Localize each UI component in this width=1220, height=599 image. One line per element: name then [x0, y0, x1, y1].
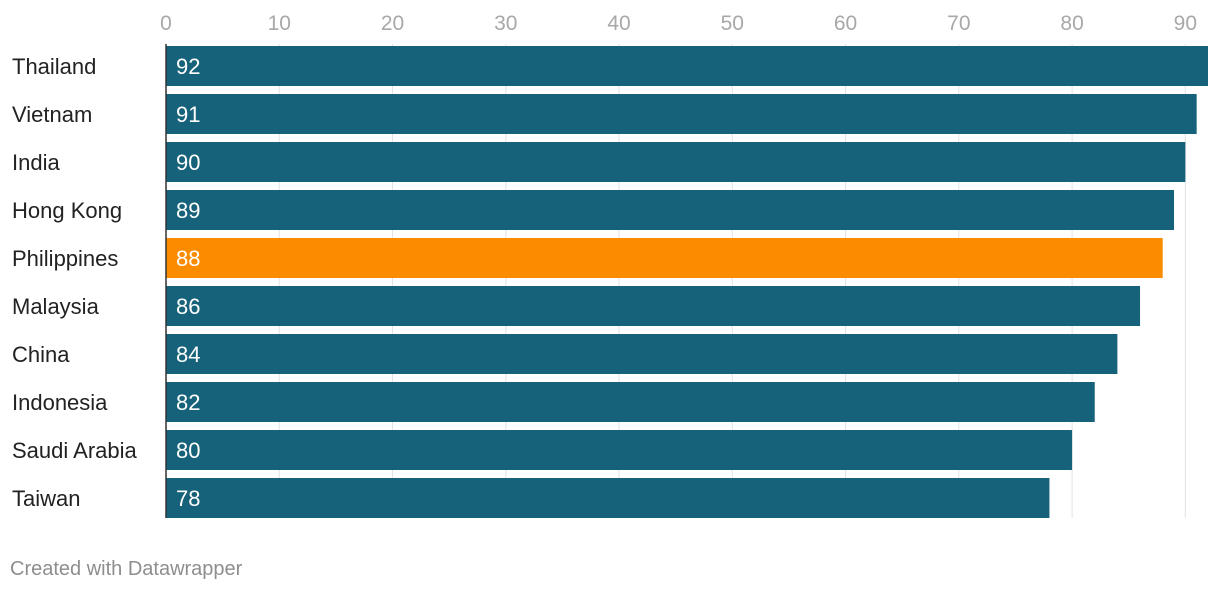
value-label-china: 84	[176, 342, 200, 367]
bar-layer: 92 91 90 89 88 86 84 82 80 78	[166, 46, 1208, 518]
x-tick-label-60: 60	[834, 12, 857, 35]
bar-thailand	[166, 46, 1208, 86]
value-label-vietnam: 91	[176, 102, 200, 127]
x-tick-label-0: 0	[160, 12, 172, 35]
bar-vietnam	[166, 94, 1197, 134]
value-label-indonesia: 82	[176, 390, 200, 415]
bar-china	[166, 334, 1118, 374]
category-label-saudi-arabia: Saudi Arabia	[12, 438, 138, 463]
category-label-vietnam: Vietnam	[12, 102, 92, 127]
x-tick-label-50: 50	[721, 12, 744, 35]
category-label-malaysia: Malaysia	[12, 294, 100, 319]
value-label-malaysia: 86	[176, 294, 200, 319]
x-tick-label-20: 20	[381, 12, 404, 35]
category-label-thailand: Thailand	[12, 54, 96, 79]
footer-credit: Created with Datawrapper	[10, 558, 243, 580]
category-label-hong-kong: Hong Kong	[12, 198, 122, 223]
axis-layer: 0 10 20 30 40 50 60 70 80 90 Thailand Vietnam India H…	[12, 12, 1197, 518]
category-label-china: China	[12, 342, 70, 367]
category-label-philippines: Philippines	[12, 246, 118, 271]
bar-indonesia	[166, 382, 1095, 422]
x-tick-label-80: 80	[1060, 12, 1083, 35]
bar-philippines	[166, 238, 1163, 278]
bar-taiwan	[166, 478, 1050, 518]
bar-hong-kong	[166, 190, 1175, 230]
bar-india	[166, 142, 1186, 182]
value-label-thailand: 92	[176, 54, 200, 79]
category-label-taiwan: Taiwan	[12, 486, 80, 511]
x-tick-label-40: 40	[607, 12, 630, 35]
category-label-indonesia: Indonesia	[12, 390, 108, 415]
value-label-india: 90	[176, 150, 200, 175]
value-label-hong-kong: 89	[176, 198, 200, 223]
x-tick-label-30: 30	[494, 12, 517, 35]
bar-malaysia	[166, 286, 1141, 326]
x-tick-label-90: 90	[1174, 12, 1197, 35]
value-label-taiwan: 78	[176, 486, 200, 511]
value-label-philippines: 88	[176, 246, 200, 271]
x-tick-label-10: 10	[268, 12, 291, 35]
x-tick-label-70: 70	[947, 12, 970, 35]
category-label-india: India	[12, 150, 60, 175]
value-label-saudi-arabia: 80	[176, 438, 200, 463]
bar-saudi-arabia	[166, 430, 1073, 470]
